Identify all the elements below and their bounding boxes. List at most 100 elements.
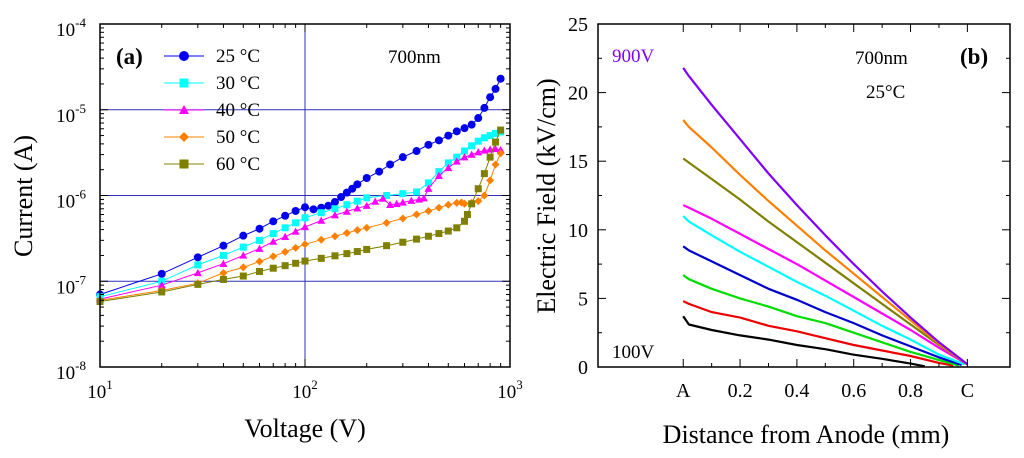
a-legend-label: 40 °C [216, 100, 260, 121]
a-data-point [269, 217, 278, 226]
b-series-300V [682, 274, 960, 367]
a-data-point [291, 243, 300, 252]
a-data-point [492, 129, 500, 137]
b-label-900v: 900V [612, 46, 655, 67]
a-data-point [291, 206, 300, 215]
a-data-point [353, 180, 362, 189]
a-data-point [362, 173, 371, 182]
a-x-tick-label: 102 [292, 377, 318, 403]
a-data-point [317, 235, 326, 244]
b-y-tick-label: 0 [578, 357, 588, 379]
a-data-point [467, 150, 476, 158]
a-x-tick-label: 101 [87, 377, 113, 403]
a-data-point [157, 281, 166, 289]
a-data-point [491, 160, 500, 169]
a-series-2 [96, 144, 505, 303]
b-plot-frame [597, 23, 1011, 368]
a-x-tick-label: 103 [497, 377, 523, 403]
a-data-point [386, 160, 395, 169]
a-data-point [496, 149, 505, 158]
a-data-point [281, 224, 289, 232]
a-data-point [452, 127, 461, 136]
a-data-point [239, 243, 247, 251]
b-ticks: A 0.2 0.4 0.6 0.8 C 0 5 10 15 20 25 [568, 14, 1010, 402]
a-data-point [239, 231, 248, 240]
a-legend-label: 25 °C [216, 46, 260, 67]
a-legend-label: 30 °C [216, 73, 260, 94]
b-series-200V [682, 300, 954, 367]
a-data-point [474, 114, 483, 123]
a-data-point [193, 268, 202, 277]
a-data-point [460, 124, 469, 133]
a-data-point [497, 126, 505, 134]
a-data-point [452, 157, 461, 165]
a-data-point [434, 171, 443, 179]
a-data-point [453, 224, 461, 232]
a-data-point [474, 197, 483, 206]
a-data-point [453, 153, 461, 161]
b-annotation-thickness: 700nm [855, 48, 908, 69]
b-y-tick-label: 20 [568, 83, 588, 105]
a-data-point [491, 144, 500, 153]
b-y-tick-label: 5 [578, 288, 588, 310]
a-data-point [269, 230, 277, 238]
b-series-900V [682, 67, 969, 366]
a-data-point [193, 253, 202, 262]
a-data-point [486, 93, 495, 102]
a-data-point [291, 227, 300, 235]
a-ylabel: Current (A) [9, 135, 38, 257]
b-xlabel: Distance from Anode (mm) [663, 420, 950, 449]
a-data-point [269, 264, 277, 272]
a-data-point [424, 184, 433, 192]
b-y-tick-label: 15 [568, 151, 588, 173]
a-data-point [468, 142, 476, 150]
a-data-point [486, 176, 495, 185]
a-data-point [255, 257, 264, 266]
a-data-point [480, 134, 488, 142]
a-data-point [330, 197, 339, 206]
a-series-layer [96, 74, 505, 306]
b-series-800V [682, 119, 969, 366]
a-data-point [480, 103, 489, 112]
a-data-point [407, 196, 416, 204]
a-data-point [353, 248, 361, 256]
a-y-tick-label: 10-4 [56, 15, 86, 41]
a-data-point [463, 211, 471, 219]
b-annotation-temperature: 25°C [866, 82, 905, 103]
a-legend-marker [179, 132, 189, 142]
a-data-point [353, 226, 362, 235]
a-data-point [424, 140, 433, 149]
a-data-point [194, 280, 202, 288]
a-legend-marker [179, 78, 189, 88]
a-data-point [491, 84, 500, 93]
a-data-point [301, 240, 309, 249]
a-data-point [309, 205, 318, 214]
a-data-point [256, 236, 264, 244]
a-data-point [255, 224, 264, 233]
a-data-point [398, 198, 407, 206]
a-data-point [219, 268, 228, 277]
a-data-point [474, 148, 483, 156]
a-data-point [444, 159, 452, 167]
b-x-tick-label: C [961, 380, 974, 402]
a-data-point [413, 188, 421, 196]
a-data-point [444, 200, 453, 209]
a-legend-marker [179, 159, 189, 169]
a-data-point [474, 185, 482, 193]
a-data-point [331, 205, 339, 213]
b-series-600V [682, 204, 968, 366]
a-data-point [434, 136, 443, 145]
a-y-tick-label: 10-6 [56, 187, 86, 213]
a-data-point [337, 193, 346, 202]
a-data-point [444, 227, 452, 235]
a-data-point [219, 259, 228, 267]
a-series-4 [96, 126, 505, 306]
a-data-point [461, 217, 469, 225]
b-x-tick-label: 0.4 [784, 380, 809, 402]
b-y-tick-label: 10 [568, 220, 588, 242]
a-data-point [301, 222, 309, 231]
a-legend-label: 60 °C [216, 154, 260, 175]
a-data-point [239, 272, 247, 280]
a-data-point [474, 137, 482, 145]
a-data-point [444, 131, 453, 140]
